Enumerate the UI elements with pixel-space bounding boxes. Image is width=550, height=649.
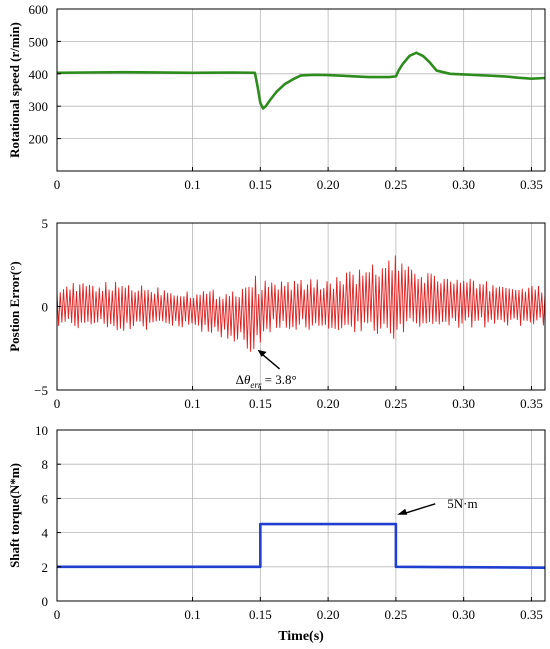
y-tick-label: −5 xyxy=(34,383,48,398)
annotation-arrow-line xyxy=(403,503,436,515)
y-tick-label: 300 xyxy=(29,99,49,114)
annotation-theta: θ xyxy=(244,372,251,387)
x-tick-label: 0.35 xyxy=(520,177,543,192)
x-tick-label: 0.1 xyxy=(184,607,200,622)
error-oscillation-line xyxy=(57,255,545,352)
error-annotation: Δθerr = 3.8° xyxy=(236,372,297,390)
y-tick-label: 200 xyxy=(29,132,49,147)
x-tick-label: 0 xyxy=(54,396,61,411)
y-tick-label: 8 xyxy=(42,457,49,472)
x-axis-label: Time(s) xyxy=(278,629,324,644)
y-tick-label: 600 xyxy=(29,2,49,17)
y-tick-label: 4 xyxy=(42,526,49,541)
y-tick-label: 400 xyxy=(29,67,49,82)
x-tick-label: 0.30 xyxy=(452,177,475,192)
x-tick-label: 0.20 xyxy=(317,607,340,622)
annotation-subscript: err xyxy=(250,380,261,390)
x-tick-label: 0.15 xyxy=(249,396,272,411)
torque-annotation: 5N·m xyxy=(447,496,477,511)
chart-panel-1: 0 0.1 0.15 0.20 0.25 0.30 0.35 200 300 400 500 600 R… xyxy=(7,2,546,192)
annotation-arrow-line xyxy=(260,352,281,370)
chart-panel-2: 0 0.1 0.15 0.20 0.25 0.30 0.35 −5 0 5 Postion Erro… xyxy=(7,216,546,411)
annotation-delta: Δ xyxy=(236,372,244,387)
chart-panel-3: 0 0.1 0.15 0.20 0.25 0.30 0.35 0 2 4 6 8 10 Shaft tor… xyxy=(7,423,546,644)
annotation-value: = 3.8° xyxy=(261,372,296,387)
x-tick-label: 0.25 xyxy=(385,177,408,192)
x-tick-label: 0.1 xyxy=(184,396,200,411)
y-tick-label: 500 xyxy=(29,34,49,49)
y-axis-label: Postion Error(°) xyxy=(7,261,22,352)
y-tick-label: 0 xyxy=(42,300,49,315)
y-axis-label: Rotational speed (r/min) xyxy=(7,22,22,158)
x-tick-label: 0 xyxy=(54,177,61,192)
x-tick-label: 0.20 xyxy=(317,177,340,192)
y-tick-label: 10 xyxy=(35,423,48,438)
plot-frame xyxy=(56,429,546,602)
y-axis-label: Shaft torque(N*m) xyxy=(7,463,22,568)
x-tick-label: 0.30 xyxy=(452,607,475,622)
x-tick-label: 0.35 xyxy=(520,607,543,622)
series-line-1 xyxy=(57,51,545,110)
x-tick-label: 0.25 xyxy=(385,607,408,622)
x-tick-label: 0.35 xyxy=(520,396,543,411)
y-tick-label: 2 xyxy=(42,560,49,575)
x-tick-label: 0.25 xyxy=(385,396,408,411)
y-tick-label: 0 xyxy=(42,594,49,609)
series-line-1 xyxy=(57,522,545,569)
y-tick-label: 6 xyxy=(42,491,49,506)
x-tick-label: 0.1 xyxy=(184,177,200,192)
annotation-arrowhead xyxy=(397,508,408,515)
annotation-arrowhead xyxy=(257,349,267,357)
y-tick-label: 5 xyxy=(42,216,49,231)
plot-frame xyxy=(56,8,546,172)
x-tick-label: 0.30 xyxy=(452,396,475,411)
x-tick-label: 0 xyxy=(54,607,61,622)
x-tick-label: 0.20 xyxy=(317,396,340,411)
x-tick-label: 0.15 xyxy=(249,177,272,192)
x-tick-label: 0.15 xyxy=(249,607,272,622)
